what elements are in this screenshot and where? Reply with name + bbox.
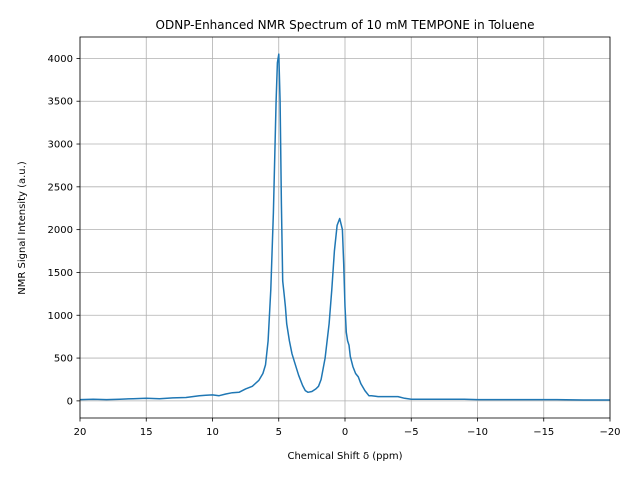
tick-layer: 20 15 10 5 0 −5 −10 −15 −20 0 500 1000 1500 2000 2500 3… bbox=[48, 54, 621, 438]
y-tick-label: 3000 bbox=[48, 140, 73, 151]
y-tick-label: 1500 bbox=[48, 268, 73, 279]
x-tick-label: 10 bbox=[206, 427, 219, 438]
x-axis-label: Chemical Shift δ (ppm) bbox=[287, 451, 402, 462]
y-tick-label: 1000 bbox=[48, 311, 73, 322]
y-tick-label: 0 bbox=[67, 396, 73, 407]
y-tick-label: 2000 bbox=[48, 225, 73, 236]
y-tick-label: 4000 bbox=[48, 54, 73, 65]
y-tick-label: 500 bbox=[54, 354, 73, 365]
y-tick-label: 3500 bbox=[48, 97, 73, 108]
y-tick-label: 2500 bbox=[48, 182, 73, 193]
y-axis-label: NMR Signal Intensity (a.u.) bbox=[17, 161, 28, 295]
series-layer bbox=[79, 53, 610, 401]
x-tick-label: 20 bbox=[74, 427, 87, 438]
x-tick-label: −20 bbox=[599, 427, 620, 438]
x-tick-label: 5 bbox=[276, 427, 282, 438]
spectrum-line bbox=[79, 53, 610, 401]
x-tick-label: 15 bbox=[140, 427, 153, 438]
x-tick-label: −10 bbox=[467, 427, 488, 438]
chart-title: ODNP-Enhanced NMR Spectrum of 10 mM TEMP… bbox=[156, 18, 535, 32]
x-tick-label: −15 bbox=[533, 427, 554, 438]
x-tick-label: −5 bbox=[404, 427, 419, 438]
x-tick-label: 0 bbox=[342, 427, 348, 438]
